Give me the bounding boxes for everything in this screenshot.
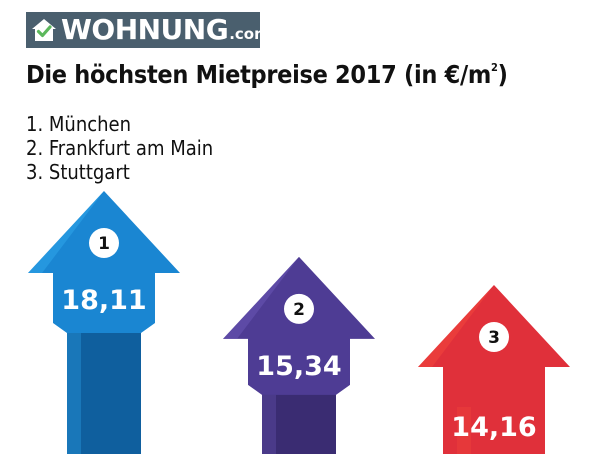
arrow-head (223, 256, 375, 395)
arrow-highlight (28, 191, 104, 273)
ranking-city: Stuttgart (48, 160, 130, 184)
ranking-city: Frankfurt am Main (48, 136, 214, 160)
ranking-item: 1. München (26, 112, 213, 136)
rank-badge (479, 321, 509, 352)
rank-badge (89, 228, 119, 258)
rank-badge-label: 2 (293, 300, 305, 320)
value-label: 15,34 (256, 351, 341, 382)
arrow-shaft-highlight (262, 394, 276, 454)
chart-title-main: Die höchsten Mietpreise 2017 (in €/m (26, 60, 492, 89)
ranking-number: 1. (26, 112, 44, 136)
wohnung-logo: WOHNUNG .com (26, 12, 270, 48)
house-check-icon (32, 19, 56, 41)
arrow-shaft-highlight (67, 333, 81, 454)
ranking-list: 1. München 2. Frankfurt am Main 3. Stutt… (26, 112, 213, 184)
arrow-shaft-highlight (457, 406, 471, 454)
chart-title-superscript: 2 (491, 61, 498, 74)
value-label: 14,16 (451, 412, 536, 443)
value-label: 18,11 (61, 285, 146, 316)
rank-badge-label: 1 (98, 234, 110, 254)
ranking-item: 3. Stuttgart (26, 160, 213, 184)
chart-title: Die höchsten Mietpreise 2017 (in €/m2) (26, 60, 508, 89)
logo-tld-text: .com (229, 25, 270, 43)
logo-brand-text: WOHNUNG (61, 13, 229, 46)
ranking-city: München (48, 112, 132, 136)
chart-title-close: ) (497, 60, 508, 89)
rank-badge-label: 3 (488, 328, 500, 348)
ranking-item: 2. Frankfurt am Main (26, 136, 213, 160)
arrow-highlight (418, 284, 494, 367)
ranking-number: 3. (26, 160, 44, 184)
ranking-number: 2. (26, 136, 44, 160)
rank-badge (284, 293, 314, 324)
arrow-head (28, 191, 180, 333)
arrow-highlight (223, 256, 299, 339)
